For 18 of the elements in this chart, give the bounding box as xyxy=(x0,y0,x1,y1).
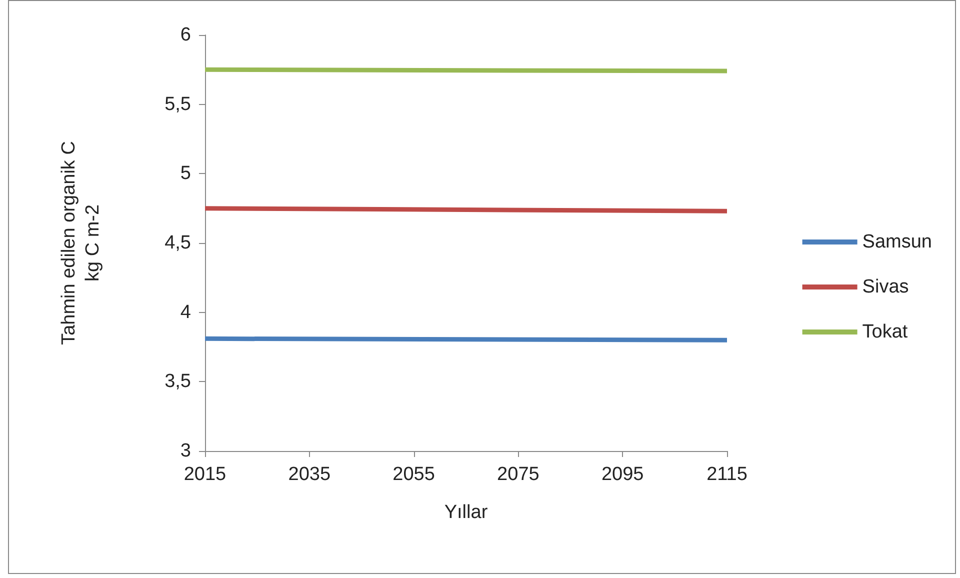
y-tick-label: 4 xyxy=(180,302,192,323)
y-tick-label: 4,5 xyxy=(164,232,191,254)
y-axis-title: Tahmin edilen organik C kg C m-2 xyxy=(58,141,104,345)
x-tick-label: 2055 xyxy=(392,464,435,485)
legend-label: Tokat xyxy=(862,322,908,342)
y-tick-label: 6 xyxy=(180,24,191,46)
x-axis-title: Yıllar xyxy=(444,502,488,523)
x-tick-label: 2035 xyxy=(288,464,331,485)
legend-label: Samsun xyxy=(862,232,932,252)
x-tick-label: 2115 xyxy=(706,464,748,485)
y-tick-label: 3,5 xyxy=(164,371,191,392)
x-tick-label: 2015 xyxy=(184,464,226,485)
legend-label: Sivas xyxy=(862,276,909,298)
y-tick-label: 5,5 xyxy=(164,94,191,115)
x-tick-label: 2075 xyxy=(497,464,540,485)
y-tick-label: 5 xyxy=(180,163,191,184)
x-tick-label: 2095 xyxy=(601,464,644,485)
y-tick-label: 3 xyxy=(180,440,191,462)
